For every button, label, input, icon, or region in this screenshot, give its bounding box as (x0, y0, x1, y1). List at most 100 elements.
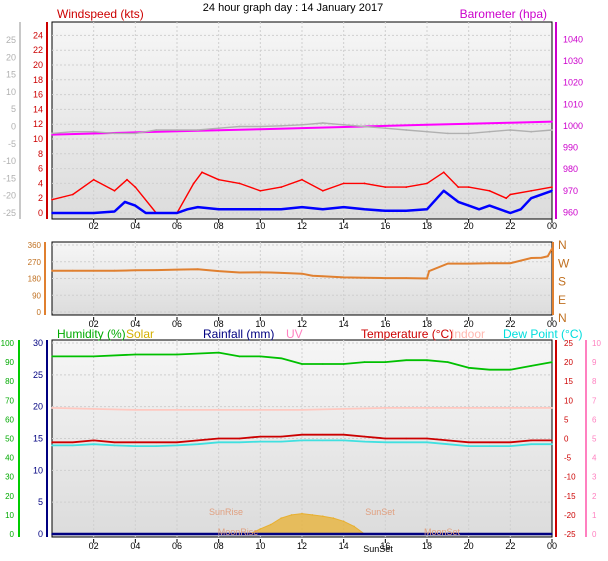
outer-tick-label: -15 (3, 173, 16, 183)
data-point (259, 355, 262, 358)
data-point (488, 368, 491, 371)
data-point (509, 193, 512, 196)
temperature-tick-label: 15 (564, 377, 573, 386)
data-point (301, 409, 303, 411)
data-point (113, 269, 116, 272)
data-point (72, 441, 74, 444)
data-point (363, 125, 366, 128)
legend-entry: Temperature (°C) (361, 327, 453, 341)
data-point (134, 353, 137, 356)
temperature-tick-label: 10 (564, 396, 573, 405)
data-point (301, 206, 303, 209)
data-point (217, 129, 220, 132)
data-point (488, 204, 491, 207)
compass-label: E (558, 293, 566, 307)
data-point (196, 268, 199, 271)
data-point (467, 204, 470, 207)
data-point (363, 276, 366, 279)
data-point (311, 514, 314, 516)
data-point (238, 182, 241, 185)
data-point (467, 367, 470, 369)
data-point (134, 132, 137, 135)
windspeed-tick-label: 8 (38, 149, 43, 159)
data-point (155, 269, 158, 271)
data-point (426, 277, 428, 280)
x-tick-label: 02 (89, 541, 99, 551)
outer-tick-label: 25 (6, 35, 16, 45)
data-point (280, 517, 283, 519)
temperature-tick-label: -20 (564, 511, 576, 520)
x-tick-label: 12 (297, 319, 307, 329)
windspeed-tick-label: 4 (38, 178, 43, 188)
data-point (196, 206, 199, 209)
x-tick-label: 14 (339, 541, 349, 551)
humidity-tick-label: 80 (5, 377, 14, 386)
data-point (551, 533, 553, 535)
data-point (551, 443, 553, 446)
data-point (530, 189, 533, 192)
x-tick-label: 22 (505, 541, 515, 551)
barometer-tick-label: 1020 (563, 78, 583, 88)
data-point (155, 129, 158, 131)
barometer-tick-label: 1040 (563, 34, 583, 44)
data-point (217, 127, 220, 130)
barometer-tick-label: 970 (563, 186, 578, 196)
data-point (322, 363, 324, 365)
data-point (551, 247, 553, 250)
data-point (405, 209, 408, 212)
data-point (509, 445, 512, 447)
data-point (301, 512, 303, 515)
legend-entry: Solar (126, 327, 154, 341)
data-point (134, 445, 137, 447)
data-point (405, 441, 408, 444)
data-point (509, 129, 512, 131)
uv-tick-label: 7 (592, 396, 597, 405)
windspeed-tick-label: 12 (33, 119, 43, 129)
data-point (301, 127, 303, 129)
rain-tick-label: 0 (38, 529, 43, 539)
legend-entry: Rainfall (mm) (203, 327, 274, 341)
data-point (290, 514, 293, 516)
outer-tick-label: 15 (6, 70, 16, 80)
data-point (126, 178, 128, 181)
data-point (405, 359, 408, 362)
data-point (92, 130, 95, 133)
windspeed-tick-label: 22 (33, 45, 43, 55)
data-point (176, 130, 178, 133)
data-point (259, 128, 262, 131)
data-point (113, 189, 116, 192)
data-point (447, 439, 449, 442)
outer-tick-label: -10 (3, 156, 16, 166)
data-point (405, 437, 408, 440)
data-point (196, 129, 199, 131)
data-point (176, 268, 178, 271)
data-point (342, 123, 345, 126)
humidity-tick-label: 90 (5, 358, 14, 367)
windspeed-tick-label: 20 (33, 60, 43, 70)
data-point (155, 445, 157, 447)
data-point (530, 439, 532, 442)
data-point (509, 262, 512, 265)
data-point (217, 178, 220, 181)
data-point (446, 132, 449, 135)
rain-tick-label: 10 (33, 465, 43, 475)
data-point (186, 208, 189, 211)
data-point (363, 361, 366, 363)
temperature-tick-label: -15 (564, 492, 576, 501)
data-point (134, 204, 137, 207)
data-point (467, 445, 470, 447)
data-point (540, 256, 543, 259)
data-point (51, 533, 53, 535)
data-point (384, 441, 387, 444)
data-point (447, 443, 449, 446)
data-point (124, 201, 126, 203)
wind-panel-grid (52, 22, 552, 219)
outer-tick-label: -5 (8, 139, 16, 149)
x-tick-label: 06 (172, 541, 182, 551)
data-point (217, 351, 220, 354)
outer-tick-label: -25 (3, 208, 16, 218)
barometer-tick-label: 1010 (563, 99, 583, 109)
temperature-panel-series (51, 351, 553, 536)
